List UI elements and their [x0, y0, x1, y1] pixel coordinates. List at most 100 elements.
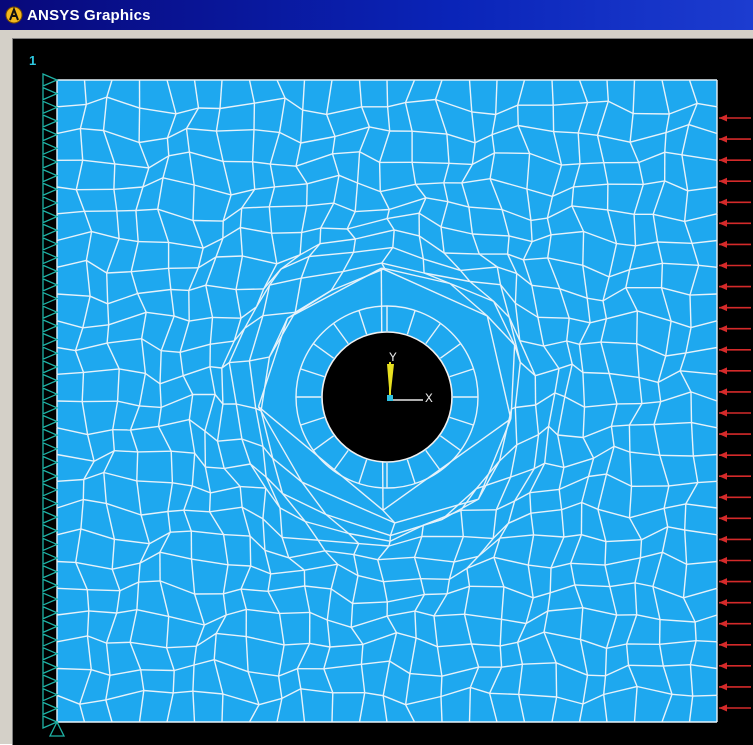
force-arrow-icon: [719, 452, 751, 459]
mesh-edge: [660, 455, 694, 456]
mesh-edge: [83, 480, 84, 500]
mesh-edge: [169, 268, 199, 269]
force-arrow-icon: [719, 199, 751, 206]
constraint-triangle-icon: [43, 142, 57, 154]
force-arrow-icon: [719, 662, 751, 669]
mesh-edge: [320, 228, 321, 244]
mesh-edge: [695, 622, 696, 641]
force-arrow-icon: [719, 388, 751, 395]
constraint-triangle-icon: [43, 484, 57, 496]
force-arrow-icon: [719, 115, 751, 122]
force-arrow-icon: [719, 705, 751, 712]
mesh-edge: [138, 242, 168, 243]
force-arrow-icon: [719, 178, 751, 185]
mesh-edge: [441, 697, 442, 723]
mesh-edge: [538, 317, 569, 318]
force-arrow-icon: [719, 410, 751, 417]
triad-y-label: Y: [389, 350, 397, 365]
mesh-edge: [57, 401, 82, 402]
mesh-edge: [107, 273, 108, 304]
force-arrow-icon: [719, 220, 751, 227]
mesh-edge: [629, 425, 630, 452]
constraint-triangle-icon: [43, 675, 57, 687]
mesh-edge: [629, 425, 654, 426]
mesh-edge: [629, 665, 664, 666]
mesh-edge: [272, 233, 302, 234]
force-arrow-icon: [719, 304, 751, 311]
mesh-edge: [461, 510, 496, 511]
constraint-triangle-icon: [43, 361, 57, 373]
constraint-triangle-icon: [43, 525, 57, 537]
constraint-triangle-icon: [43, 211, 57, 223]
mesh-edge: [199, 108, 221, 109]
constraint-triangle-icon: [43, 429, 57, 441]
mesh-edge: [107, 642, 131, 643]
constraint-triangle-icon: [43, 347, 57, 359]
constraint-triangle-icon: [43, 607, 57, 619]
mesh-edge: [380, 162, 381, 191]
force-arrow-icon: [719, 515, 751, 522]
mesh-edge: [556, 663, 557, 697]
mesh-edge: [216, 256, 242, 257]
graphics-viewport[interactable]: Y X 1: [12, 38, 753, 745]
constraint-triangle-icon: [43, 279, 57, 291]
model-plot[interactable]: Y X: [13, 39, 753, 745]
constraint-triangle-icon: [43, 511, 57, 523]
constraint-triangle-icon: [43, 88, 57, 100]
mesh-edge: [662, 263, 663, 287]
mesh-edge: [583, 232, 584, 266]
constraint-triangle-icon: [43, 375, 57, 387]
force-arrow-icon: [719, 367, 751, 374]
constraint-triangle-icon: [43, 497, 57, 509]
mesh-edge: [470, 687, 471, 722]
constraint-triangle-icon: [43, 620, 57, 632]
title-bar[interactable]: ANSYS Graphics: [0, 0, 753, 30]
mesh-edge: [114, 164, 115, 189]
constraint-triangle-icon: [43, 170, 57, 182]
constraint-triangle-icon: [43, 456, 57, 468]
constraint-triangle-icon: [43, 566, 57, 578]
mesh-edge: [193, 221, 223, 222]
constraint-triangle-icon: [43, 402, 57, 414]
force-arrow-icon: [719, 578, 751, 585]
constraint-triangle-icon: [43, 306, 57, 318]
mesh-edge: [606, 648, 607, 676]
constraint-triangle-icon: [43, 224, 57, 236]
constraint-triangle-icon: [43, 197, 57, 209]
constraint-triangle-icon: [43, 552, 57, 564]
force-arrow-icon: [719, 641, 751, 648]
constraint-triangle-icon: [43, 470, 57, 482]
mesh-edge: [236, 289, 264, 290]
mesh-edge: [141, 670, 175, 671]
constraint-triangle-icon: [43, 538, 57, 550]
constraint-triangle-icon: [43, 156, 57, 168]
force-arrow-icon: [719, 262, 751, 269]
force-arrow-icon: [719, 536, 751, 543]
mesh-edge: [171, 290, 189, 291]
mesh-edge: [588, 675, 606, 676]
force-arrow-icon: [719, 325, 751, 332]
mesh-edge: [691, 392, 692, 423]
force-arrow-icon: [719, 473, 751, 480]
mesh-edge: [441, 676, 442, 696]
mesh-edge: [424, 594, 447, 595]
mesh-edge: [213, 317, 242, 318]
constraint-triangle-icon: [43, 634, 57, 646]
mesh-edge: [205, 431, 206, 467]
force-arrow-icon: [719, 599, 751, 606]
mesh-edge: [605, 542, 606, 566]
constraint-triangle-icon: [43, 293, 57, 305]
mesh-edge: [250, 536, 251, 566]
force-arrow-icon: [719, 683, 751, 690]
mesh-edge: [321, 228, 348, 229]
constraint-triangle-icon: [43, 115, 57, 127]
constraint-triangle-icon: [43, 661, 57, 673]
mesh-edge: [550, 568, 551, 593]
window-title: ANSYS Graphics: [27, 7, 151, 24]
mesh-edge: [470, 586, 504, 587]
constraint-triangle-icon: [43, 74, 57, 86]
ansys-logo-icon: [4, 5, 24, 25]
constraint-triangle-icon: [43, 252, 57, 264]
constraint-triangle-icon: [43, 320, 57, 332]
